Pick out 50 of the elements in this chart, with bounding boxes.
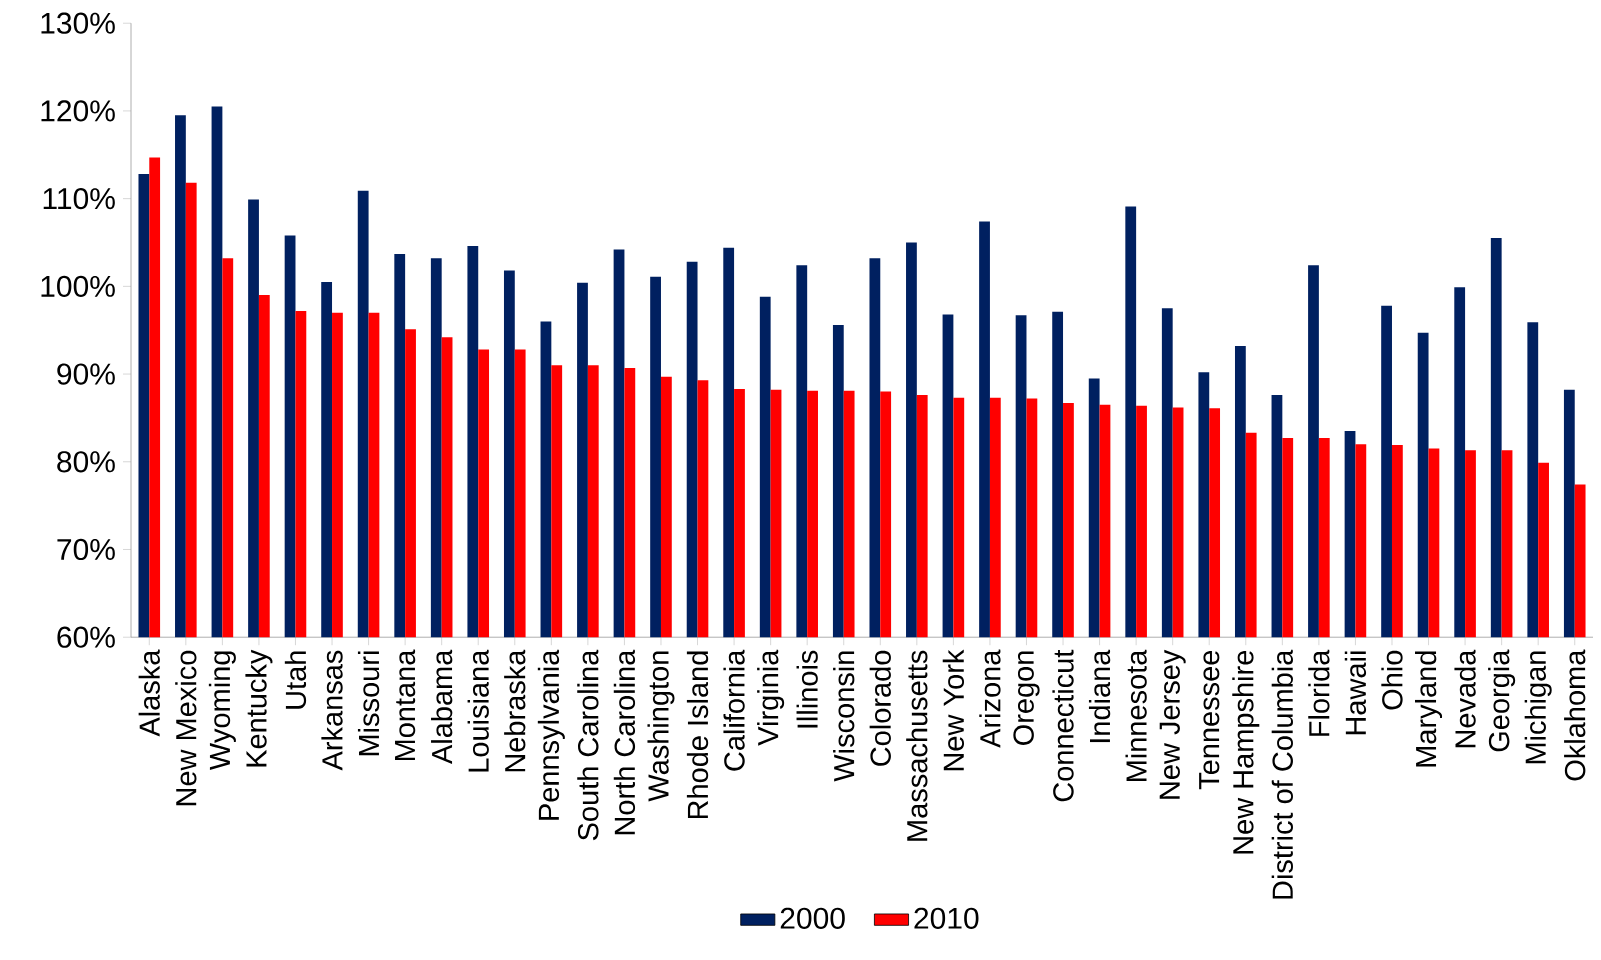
x-tick-label: Arizona [979, 649, 1001, 748]
x-tick-label: Ohio [1381, 650, 1403, 710]
x-tick-label: Tennessee [1199, 650, 1220, 790]
x-tick-label: Virginia [757, 649, 785, 746]
y-tick-label: 110% [43, 188, 115, 210]
x-tick-label: Minnesota [1125, 649, 1147, 782]
x-tick-label: Connecticut [1052, 649, 1074, 802]
x-tick-label: Washington [647, 651, 675, 802]
x-tick-label: Wyoming [208, 651, 236, 771]
x-tick-label: North Carolina [613, 649, 636, 835]
x-tick-label: Alabama [431, 649, 453, 764]
x-tick-label: Nebraska [504, 649, 526, 772]
x-tick-label: Oklahoma [1564, 649, 1586, 781]
x-tick-label: Arkansas [321, 650, 343, 771]
x-tick-label: Georgia [1488, 649, 1516, 752]
x-tick-label: New Hampshire [1232, 650, 1260, 854]
x-tick-label: Maryland [1415, 651, 1443, 767]
x-tick-label: Missouri [357, 651, 380, 756]
x-tick-label: Utah [284, 651, 307, 709]
y-tick-label: 130% [41, 12, 115, 34]
y-tick-label: 90% [57, 363, 115, 385]
y-tick-label: 100% [41, 275, 115, 297]
x-tick-label: Michigan [1524, 651, 1552, 764]
x-tick-label: New Mexico [175, 650, 197, 806]
x-tick-label: Nevada [1454, 649, 1476, 748]
x-tick-label: Louisiana [467, 649, 489, 772]
y-tick-label: 120% [41, 100, 115, 122]
x-tick-label: California [723, 649, 745, 771]
y-tick-label: 60% [57, 626, 115, 648]
x-tick-label: Florida [1308, 649, 1330, 736]
x-tick-label: Montana [395, 649, 416, 761]
y-tick-label: 70% [57, 538, 115, 561]
x-tick-label: Hawaii [1344, 651, 1367, 735]
legend-label: 2000 [780, 907, 845, 929]
x-tick-label: Massachusetts [906, 650, 928, 841]
x-tick-label: Pennsylvania [537, 649, 565, 820]
x-tick-label: New York [942, 649, 965, 771]
x-tick-label: New Jersey [1159, 649, 1186, 799]
x-tick-label: South Carolina [577, 649, 599, 841]
x-tick-label: Kentucky [245, 649, 273, 767]
x-tick-label: District of Columbia [1271, 649, 1293, 899]
legend-label: 2010 [914, 907, 979, 929]
y-tick-label: 80% [57, 451, 115, 473]
x-tick-label: Rhode Island [686, 651, 709, 819]
x-tick-label: Colorado [869, 650, 891, 766]
x-tick-label: Indiana [1088, 649, 1111, 743]
x-tick-label: Oregon [1013, 651, 1040, 745]
x-tick-label: Wisconsin [833, 651, 855, 782]
x-tick-label: Alaska [138, 649, 160, 737]
x-tick-label: Illinois [796, 650, 818, 728]
